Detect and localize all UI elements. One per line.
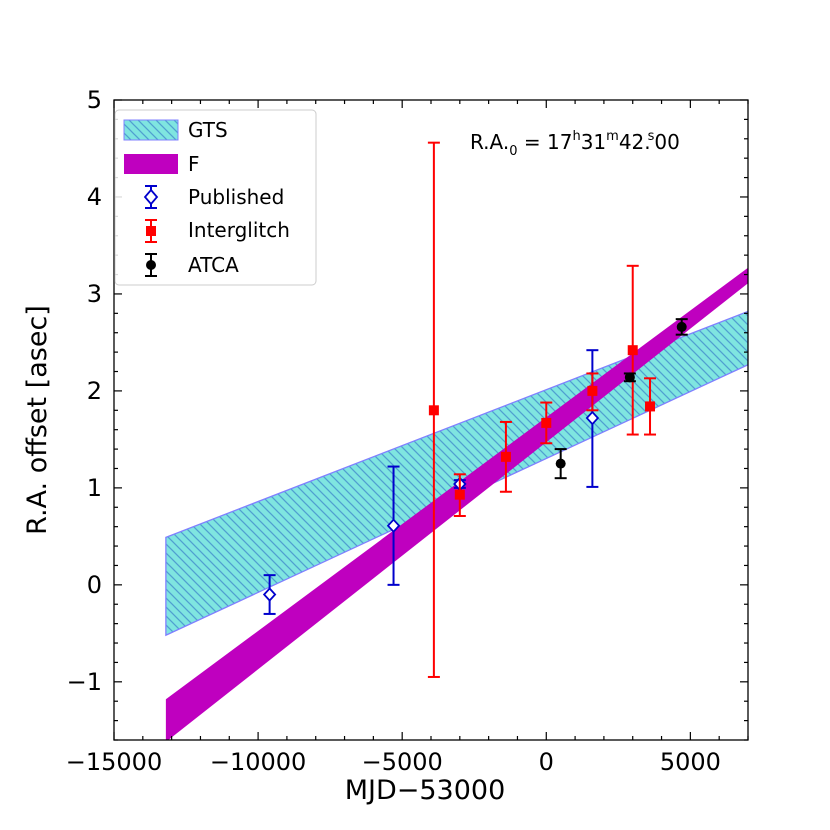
atca-marker <box>676 321 687 332</box>
interglitch-marker <box>541 417 552 428</box>
atca-marker <box>624 372 635 383</box>
ra-mid1: 31 <box>581 130 606 154</box>
interglitch-marker <box>627 345 638 356</box>
interglitch-marker <box>428 405 439 416</box>
interglitch-marker <box>500 451 511 462</box>
ra-m: m <box>606 129 619 144</box>
legend-gts-swatch <box>123 119 179 141</box>
f-band <box>165 267 748 740</box>
data-points <box>262 141 688 678</box>
ra-s: s <box>648 129 655 144</box>
published-point <box>262 574 277 615</box>
interglitch-marker <box>454 489 465 500</box>
atca-point <box>554 448 567 480</box>
interglitch-point <box>453 473 466 517</box>
atca-point <box>623 372 636 383</box>
interglitch-point <box>499 420 512 493</box>
published-marker <box>585 410 600 426</box>
legend: GTS F Published Interglitch ATCA <box>114 109 317 286</box>
published-point <box>386 465 401 586</box>
y-axis-label: R.A. offset [asec] <box>22 305 53 535</box>
ra-tail: 00 <box>654 130 679 154</box>
ra-sub: 0 <box>509 144 517 159</box>
legend-gts-label: GTS <box>188 118 228 142</box>
legend-box <box>114 109 317 286</box>
ra-annotation: R.A.0 = 17h31m42.s00 <box>470 129 680 159</box>
ra-prefix: R.A. <box>470 130 509 154</box>
x-tick-label: 5000 <box>660 748 721 776</box>
x-axis-label: MJD−53000 <box>345 775 506 806</box>
published-marker <box>262 587 277 602</box>
interglitch-marker <box>587 385 598 396</box>
y-tick-label: −1 <box>67 668 102 696</box>
interglitch-point <box>586 372 599 412</box>
legend-f-swatch <box>124 154 178 174</box>
interglitch-point <box>626 264 639 436</box>
ra-eq: = 17 <box>518 130 573 154</box>
ra-mid2: 42. <box>619 130 651 154</box>
y-tick-label: 5 <box>87 86 102 114</box>
interglitch-point <box>427 141 440 678</box>
atca-point <box>675 318 688 336</box>
y-tick-label: 0 <box>87 571 102 599</box>
legend-published-label: Published <box>188 185 284 209</box>
x-tick-label: −10000 <box>210 748 306 776</box>
x-tick-label: −5000 <box>362 748 443 776</box>
interglitch-marker <box>645 401 656 412</box>
y-tick-label: 3 <box>87 280 102 308</box>
axis-tick-labels: −15000 −10000 −5000 0 5000 −1 0 1 2 3 4 5 <box>66 86 721 776</box>
axis-ticks <box>113 99 749 741</box>
interglitch-point <box>644 377 657 436</box>
y-tick-label: 2 <box>87 377 102 405</box>
y-tick-label: 1 <box>87 474 102 502</box>
legend-interglitch-label: Interglitch <box>188 218 290 242</box>
ra-h: h <box>572 129 580 144</box>
legend-atca-marker <box>145 253 157 277</box>
legend-f-label: F <box>188 152 200 176</box>
atca-marker <box>555 458 566 469</box>
interglitch-point <box>540 401 553 445</box>
legend-published-marker <box>143 185 159 209</box>
x-tick-label: −15000 <box>66 748 162 776</box>
published-marker <box>386 518 401 534</box>
legend-atca-label: ATCA <box>188 253 239 277</box>
x-tick-label: 0 <box>539 748 554 776</box>
y-tick-label: 4 <box>87 183 102 211</box>
legend-interglitch-marker <box>145 219 157 243</box>
